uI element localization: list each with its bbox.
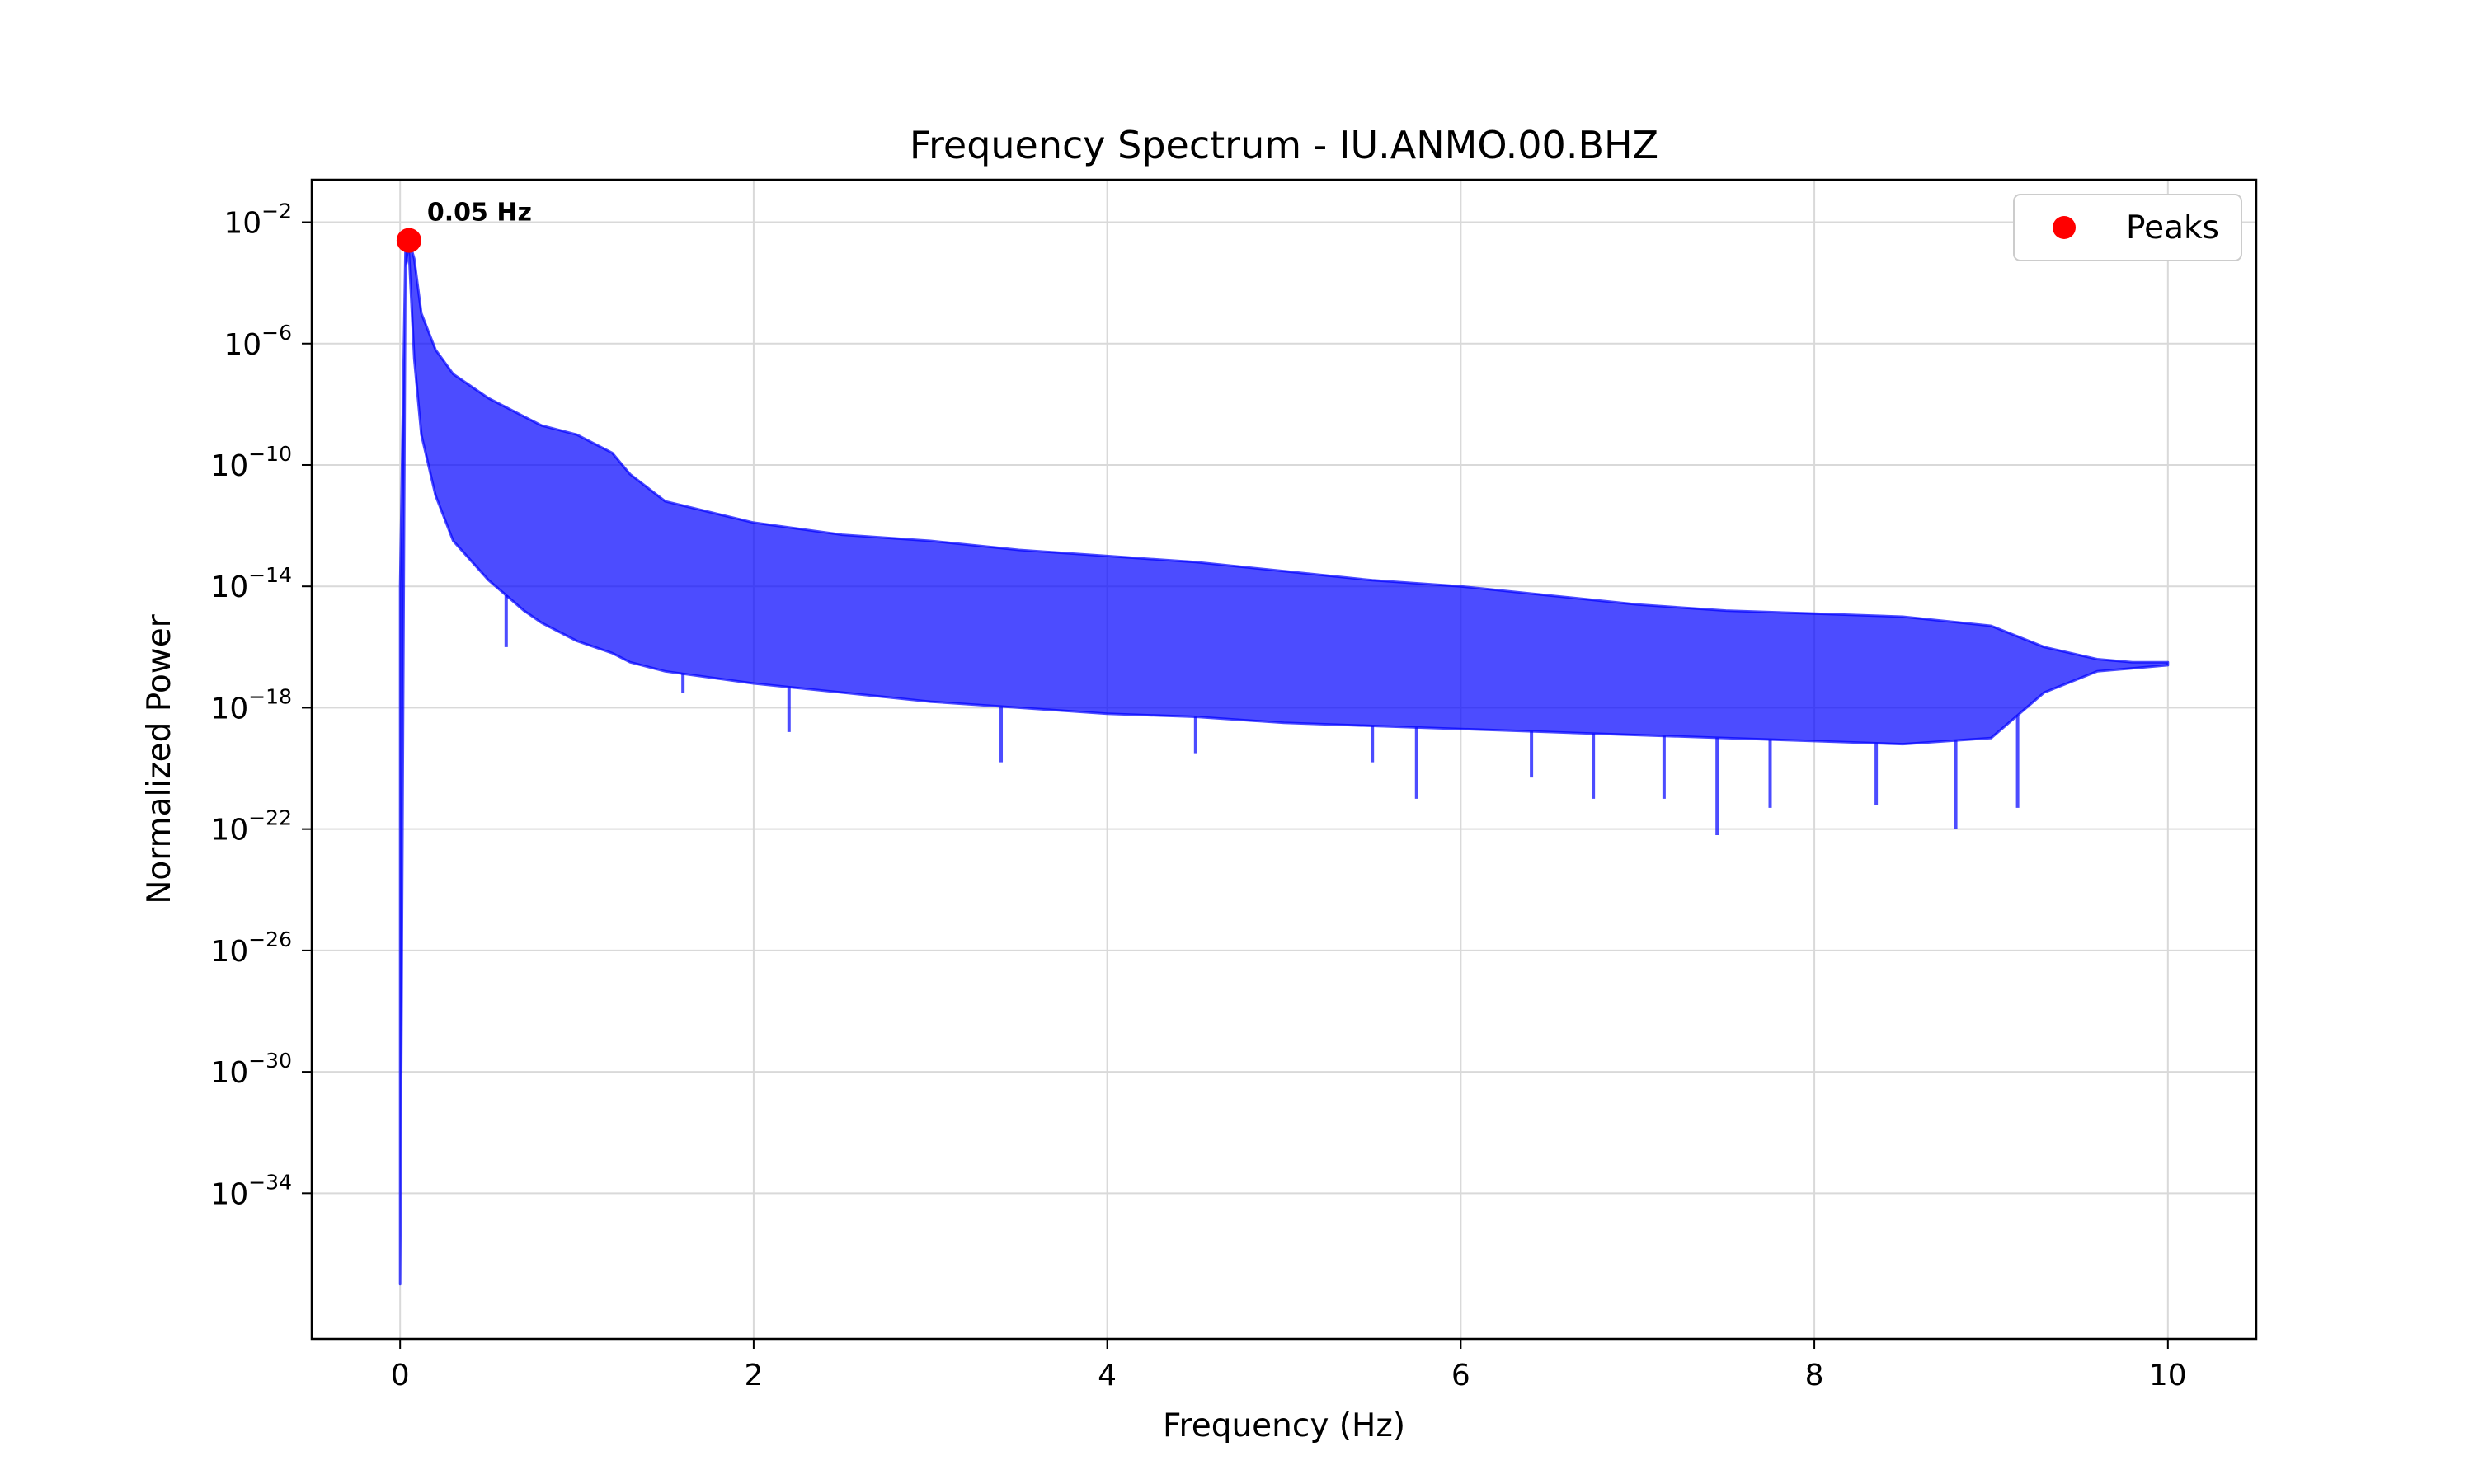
y-tick-exponent: −30 (248, 1049, 292, 1073)
y-tick-label: 10−2 (223, 200, 292, 241)
y-tick-base: 10 (210, 571, 248, 604)
y-tick-exponent: −14 (248, 563, 292, 587)
y-tick-label: 10−34 (210, 1170, 292, 1211)
peak-label: 0.05 Hz (427, 199, 532, 228)
y-tick-label: 10−6 (223, 321, 292, 362)
x-tick-label: 10 (2149, 1359, 2187, 1392)
peak-marker (396, 228, 421, 253)
legend-peaks-label: Peaks (2126, 209, 2219, 247)
x-axis-label: Frequency (Hz) (1163, 1407, 1405, 1444)
y-tick-base: 10 (210, 692, 248, 726)
x-tick-label: 0 (391, 1359, 410, 1392)
y-tick-exponent: −10 (248, 442, 292, 466)
y-tick-exponent: −2 (261, 200, 292, 223)
x-tick-label: 8 (1805, 1359, 1824, 1392)
x-tick-label: 2 (744, 1359, 763, 1392)
y-axis: 10−210−610−1010−1410−1810−2210−2610−3010… (210, 200, 312, 1211)
y-tick-base: 10 (210, 935, 248, 969)
y-tick-exponent: −18 (248, 684, 292, 708)
y-tick-base: 10 (210, 814, 248, 848)
y-tick-exponent: −26 (248, 928, 292, 951)
plot-frame (310, 178, 2258, 1341)
y-tick-label: 10−10 (210, 442, 292, 483)
y-tick-base: 10 (223, 328, 261, 362)
legend: Peaks (2013, 194, 2242, 261)
peak-markers: 0.05 Hz (396, 199, 532, 253)
y-axis-label: Normalized Power (141, 613, 178, 904)
spectrum-band (398, 239, 2170, 1286)
y-tick-base: 10 (210, 449, 248, 483)
y-tick-base: 10 (210, 1056, 248, 1090)
y-tick-label: 10−22 (210, 806, 292, 848)
chart-title: Frequency Spectrum - IU.ANMO.00.BHZ (910, 123, 1658, 167)
legend-box (2013, 194, 2242, 261)
y-tick-exponent: −22 (248, 806, 292, 830)
x-axis: 0 2 4 6 8 10 (391, 1339, 2187, 1392)
y-tick-base: 10 (210, 1177, 248, 1211)
spectrum-series (398, 239, 2170, 1286)
y-tick-label: 10−14 (210, 563, 292, 604)
y-tick-label: 10−26 (210, 928, 292, 969)
y-tick-exponent: −34 (248, 1170, 292, 1194)
legend-peaks-marker (2053, 216, 2076, 239)
y-tick-label: 10−18 (210, 684, 292, 726)
y-tick-label: 10−30 (210, 1049, 292, 1090)
x-tick-label: 6 (1451, 1359, 1470, 1392)
y-tick-base: 10 (223, 207, 261, 241)
y-tick-exponent: −6 (261, 321, 292, 345)
x-tick-label: 4 (1098, 1359, 1117, 1392)
